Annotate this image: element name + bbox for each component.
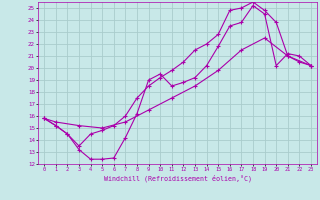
X-axis label: Windchill (Refroidissement éolien,°C): Windchill (Refroidissement éolien,°C) [104,175,252,182]
